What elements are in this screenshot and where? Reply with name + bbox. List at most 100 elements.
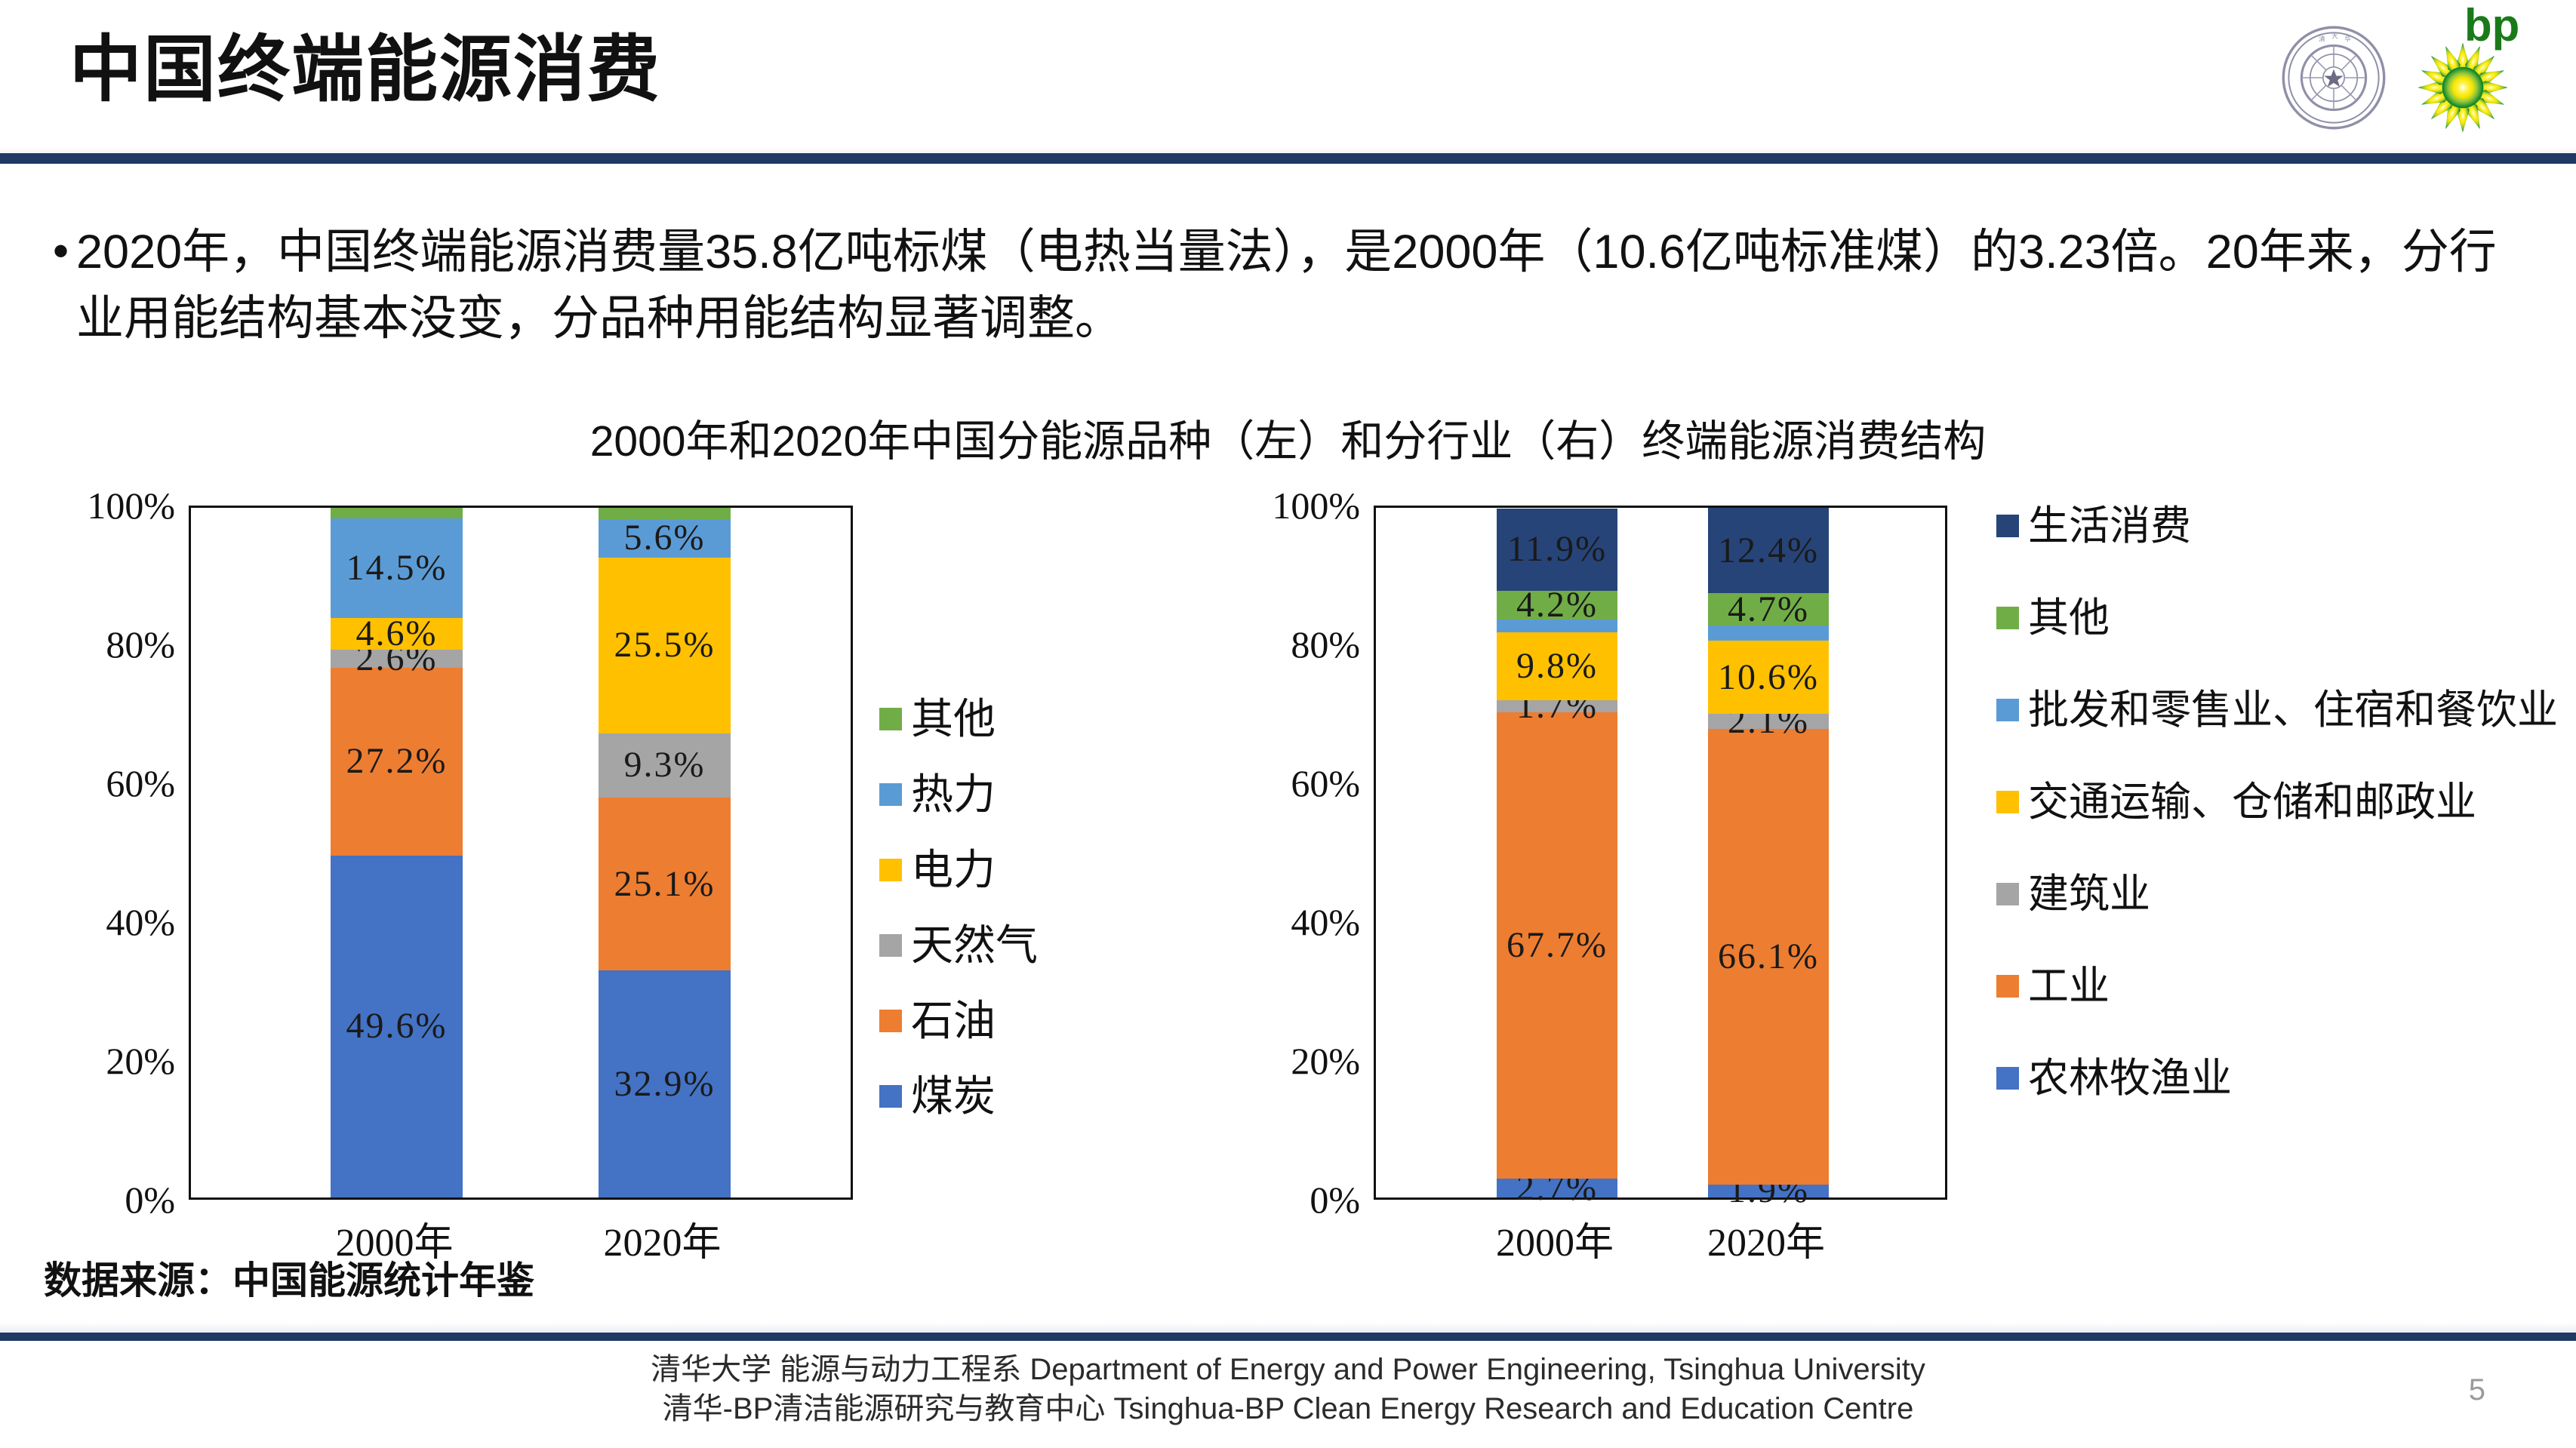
bar-segment[interactable] bbox=[1708, 626, 1829, 641]
source-note: 数据来源：中国能源统计年鉴 bbox=[44, 1259, 534, 1302]
legend-label: 煤炭 bbox=[911, 1072, 996, 1120]
segment-value-label: 25.5% bbox=[614, 625, 716, 666]
segment-value-label: 14.5% bbox=[346, 548, 448, 589]
legend-swatch-icon bbox=[879, 1085, 902, 1108]
legend-item[interactable]: 建筑业 bbox=[1996, 866, 2558, 922]
svg-text:清: 清 bbox=[2319, 35, 2325, 43]
header-divider bbox=[0, 153, 2576, 164]
stacked-bar[interactable]: 32.9% 25.1% 9.3% 25.5% 5.6% bbox=[599, 508, 731, 1197]
bar-segment[interactable]: 1.9% bbox=[1708, 1173, 1829, 1209]
legend-label: 交通运输、仓储和邮政业 bbox=[2028, 779, 2476, 825]
bar-segment[interactable]: 32.9% bbox=[599, 970, 731, 1197]
segment-value-label: 11.9% bbox=[1507, 529, 1608, 570]
segment-value-label: 32.9% bbox=[614, 1063, 716, 1104]
legend-item[interactable]: 其他 bbox=[1996, 590, 2558, 646]
bar-segment[interactable]: 9.3% bbox=[599, 733, 731, 798]
bar-segment[interactable] bbox=[1497, 619, 1617, 633]
legend-swatch-icon bbox=[1996, 1067, 2019, 1090]
bar-segment[interactable]: 25.5% bbox=[599, 557, 731, 733]
legend-label: 批发和零售业、住宿和餐饮业 bbox=[2028, 687, 2558, 733]
y-axis-tick: 40% bbox=[106, 901, 175, 943]
footer-divider bbox=[0, 1333, 2576, 1341]
bar-segment[interactable]: 14.5% bbox=[331, 518, 463, 619]
bar-segment[interactable]: 4.7% bbox=[1708, 589, 1829, 629]
slide-header: 中国终端能源消费 清大华 bbox=[0, 0, 2576, 164]
stacked-bar[interactable]: 2.7% 67.7% 1.7% 9.8% 4.2% 11.9% bbox=[1497, 508, 1617, 1206]
bar-segment[interactable]: 66.1% bbox=[1708, 728, 1829, 1185]
charts-title: 2000年和2020年中国分能源品种（左）和分行业（右）终端能源消费结构 bbox=[589, 417, 1987, 466]
segment-value-label: 67.7% bbox=[1507, 924, 1608, 965]
stacked-bar[interactable]: 1.9% 66.1% 2.1% 10.6% 4.7% 12.4% bbox=[1708, 508, 1829, 1209]
chart-sector: 0% 20% 40% 60% 80% 100% 2.7% 67.7% 1.7% 9.8% 4.2% 1… bbox=[1185, 483, 2558, 1283]
legend-label: 农林牧渔业 bbox=[2028, 1056, 2232, 1101]
segment-value-label: 9.8% bbox=[1516, 646, 1598, 687]
segment-value-label: 4.2% bbox=[1516, 584, 1598, 625]
chart-legend: 生活消费其他批发和零售业、住宿和餐饮业 交通运输、仓储和邮政业 建筑业工业农林牧渔业 bbox=[1996, 498, 2558, 1142]
header-divider-soft bbox=[0, 148, 2576, 153]
bar-segment[interactable] bbox=[331, 508, 463, 518]
bar-segment[interactable]: 49.6% bbox=[331, 855, 463, 1197]
page-title: 中国终端能源消费 bbox=[69, 29, 661, 110]
legend-item[interactable]: 煤炭 bbox=[879, 1064, 1038, 1129]
bullet-text: 2020年，中国终端能源消费量35.8亿吨标煤（电热当量法），是2000年（10… bbox=[76, 226, 2497, 345]
y-axis-tick: 100% bbox=[87, 484, 175, 527]
legend-label: 工业 bbox=[2028, 964, 2110, 1009]
bar-segment[interactable]: 10.6% bbox=[1708, 641, 1829, 715]
y-axis-tick: 100% bbox=[1272, 484, 1360, 527]
bar-segment[interactable]: 67.7% bbox=[1497, 712, 1617, 1179]
legend-item[interactable]: 批发和零售业、住宿和餐饮业 bbox=[1996, 682, 2558, 738]
bar-segment[interactable] bbox=[599, 508, 731, 519]
bullet-block: • 2020年，中国终端能源消费量35.8亿吨标煤（电热当量法），是2000年（… bbox=[53, 219, 2536, 352]
y-axis-tick: 60% bbox=[106, 762, 175, 804]
legend-item[interactable]: 电力 bbox=[879, 838, 1038, 902]
bar-segment[interactable]: 1.7% bbox=[1497, 687, 1617, 724]
legend-item[interactable]: 交通运输、仓储和邮政业 bbox=[1996, 774, 2558, 830]
page-number: 5 bbox=[2468, 1373, 2485, 1406]
legend-item[interactable]: 其他 bbox=[879, 687, 1038, 752]
legend-swatch-icon bbox=[879, 934, 902, 957]
bar-segment[interactable]: 2.1% bbox=[1708, 702, 1829, 739]
legend-item[interactable]: 农林牧渔业 bbox=[1996, 1050, 2558, 1106]
legend-item[interactable]: 热力 bbox=[879, 762, 1038, 827]
legend-item[interactable]: 工业 bbox=[1996, 958, 2558, 1014]
legend-label: 其他 bbox=[911, 695, 996, 742]
bar-segment[interactable]: 5.6% bbox=[599, 518, 731, 558]
segment-value-label: 27.2% bbox=[346, 741, 448, 782]
segment-value-label: 5.6% bbox=[623, 518, 706, 558]
y-axis-tick: 40% bbox=[1291, 901, 1360, 943]
legend-label: 电力 bbox=[911, 846, 996, 893]
svg-text:大: 大 bbox=[2331, 32, 2338, 39]
y-axis-tick: 20% bbox=[1291, 1040, 1360, 1082]
plot-area: 49.6% 27.2% 2.6% 4.6% 14.5% 32.9% 25.1% 9.3% 25.… bbox=[189, 506, 853, 1200]
legend-label: 建筑业 bbox=[2028, 872, 2150, 917]
legend-swatch-icon bbox=[1996, 699, 2019, 721]
x-axis-label: 2020年 bbox=[603, 1222, 722, 1265]
bar-segment[interactable]: 27.2% bbox=[331, 668, 463, 856]
legend-swatch-icon bbox=[1996, 791, 2019, 813]
bar-segment[interactable]: 2.7% bbox=[1497, 1170, 1617, 1206]
bar-segment[interactable]: 4.6% bbox=[331, 616, 463, 652]
bar-segment[interactable]: 9.8% bbox=[1497, 632, 1617, 701]
y-axis-tick: 60% bbox=[1291, 762, 1360, 804]
svg-text:华: 华 bbox=[2344, 35, 2351, 43]
legend-label: 天然气 bbox=[911, 921, 1038, 969]
bar-segment[interactable]: 4.2% bbox=[1497, 586, 1617, 623]
chart-energy-type: 0% 20% 40% 60% 80% 100% 49.6% 27.2% 2.6% 4.6% 14.5… bbox=[45, 483, 1117, 1283]
legend-item[interactable]: 生活消费 bbox=[1996, 498, 2558, 554]
legend-swatch-icon bbox=[1996, 883, 2019, 905]
segment-value-label: 4.7% bbox=[1728, 589, 1809, 629]
legend-item[interactable]: 天然气 bbox=[879, 913, 1038, 978]
chart-legend: 其他热力电力天然气石油煤炭 bbox=[879, 687, 1038, 1139]
plot-area: 2.7% 67.7% 1.7% 9.8% 4.2% 11.9% 1.9% 66.1% 2.1% 1… bbox=[1374, 506, 1947, 1209]
legend-label: 生活消费 bbox=[2028, 503, 2191, 549]
bar-segment[interactable]: 25.1% bbox=[599, 797, 731, 971]
legend-swatch-icon bbox=[1996, 975, 2019, 998]
bar-segment[interactable]: 11.9% bbox=[1497, 508, 1617, 591]
x-axis-label: 2000年 bbox=[335, 1222, 454, 1265]
bar-segment[interactable]: 12.4% bbox=[1708, 508, 1829, 594]
logo-group: 清大华 bbox=[2241, 0, 2558, 144]
stacked-bar[interactable]: 49.6% 27.2% 2.6% 4.6% 14.5% bbox=[331, 508, 463, 1197]
segment-value-label: 12.4% bbox=[1718, 530, 1819, 570]
legend-item[interactable]: 石油 bbox=[879, 988, 1038, 1053]
bp-wordmark: bp bbox=[2464, 0, 2520, 51]
